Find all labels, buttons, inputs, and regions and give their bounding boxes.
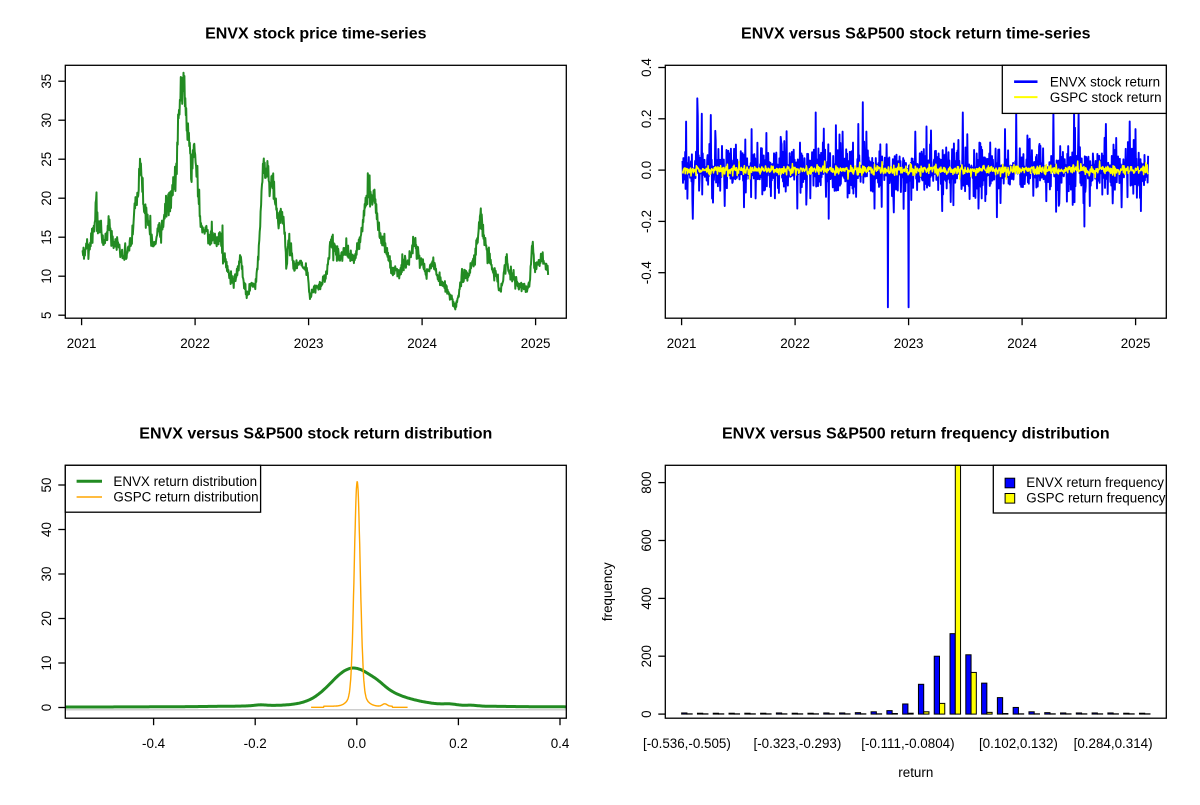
svg-text:2025: 2025 [1121, 336, 1151, 351]
svg-text:0.0: 0.0 [347, 736, 366, 751]
svg-text:ENVX return frequency: ENVX return frequency [1026, 475, 1164, 490]
svg-text:0.2: 0.2 [449, 736, 468, 751]
svg-text:frequency: frequency [600, 562, 615, 621]
svg-text:ENVX return distribution: ENVX return distribution [113, 474, 257, 489]
svg-text:ENVX versus S&P500 return freq: ENVX versus S&P500 return frequency dist… [722, 426, 1110, 443]
svg-text:-0.4: -0.4 [142, 736, 166, 751]
svg-text:2022: 2022 [780, 336, 810, 351]
svg-text:25: 25 [39, 152, 54, 167]
svg-text:-0.2: -0.2 [639, 210, 654, 233]
svg-text:return: return [898, 765, 933, 780]
svg-text:[-0.536,-0.505): [-0.536,-0.505) [643, 736, 731, 751]
svg-text:GSPC return distribution: GSPC return distribution [113, 490, 258, 505]
svg-text:ENVX versus S&P500 stock retur: ENVX versus S&P500 stock return distribu… [139, 426, 492, 443]
svg-text:[-0.323,-0.293): [-0.323,-0.293) [753, 736, 841, 751]
svg-text:2023: 2023 [894, 336, 924, 351]
svg-text:10: 10 [39, 269, 54, 284]
svg-text:GSPC stock return: GSPC stock return [1050, 90, 1162, 105]
svg-text:[0.102,0.132): [0.102,0.132) [979, 736, 1058, 751]
svg-text:ENVX versus S&P500 stock retur: ENVX versus S&P500 stock return time-ser… [741, 26, 1091, 43]
svg-text:GSPC return frequency: GSPC return frequency [1026, 490, 1165, 505]
svg-text:2021: 2021 [67, 336, 97, 351]
svg-text:600: 600 [639, 529, 654, 551]
svg-text:20: 20 [39, 611, 54, 626]
svg-text:0: 0 [639, 710, 654, 717]
svg-text:15: 15 [39, 230, 54, 245]
svg-text:40: 40 [39, 522, 54, 537]
svg-text:200: 200 [639, 645, 654, 667]
svg-text:30: 30 [39, 113, 54, 128]
svg-text:5: 5 [39, 311, 54, 318]
svg-text:20: 20 [39, 191, 54, 206]
svg-text:400: 400 [639, 587, 654, 609]
svg-text:2022: 2022 [180, 336, 210, 351]
svg-text:2025: 2025 [521, 336, 551, 351]
svg-text:0.4: 0.4 [639, 58, 654, 77]
svg-text:2021: 2021 [667, 336, 697, 351]
svg-text:0.2: 0.2 [639, 109, 654, 128]
svg-text:10: 10 [39, 656, 54, 671]
svg-text:ENVX stock return: ENVX stock return [1050, 75, 1160, 90]
svg-text:2023: 2023 [294, 336, 324, 351]
svg-text:-0.2: -0.2 [244, 736, 267, 751]
svg-text:50: 50 [39, 478, 54, 493]
svg-text:2024: 2024 [1007, 336, 1037, 351]
svg-text:0: 0 [39, 704, 54, 711]
svg-text:[0.284,0.314): [0.284,0.314) [1074, 736, 1153, 751]
svg-text:35: 35 [39, 74, 54, 89]
svg-text:0.0: 0.0 [639, 161, 654, 180]
svg-text:ENVX stock price time-series: ENVX stock price time-series [205, 26, 427, 43]
svg-text:30: 30 [39, 567, 54, 582]
svg-text:[-0.111,-0.0804): [-0.111,-0.0804) [861, 736, 954, 751]
svg-text:800: 800 [639, 471, 654, 493]
svg-text:-0.4: -0.4 [639, 261, 654, 285]
svg-text:0.4: 0.4 [551, 736, 570, 751]
svg-text:2024: 2024 [407, 336, 437, 351]
